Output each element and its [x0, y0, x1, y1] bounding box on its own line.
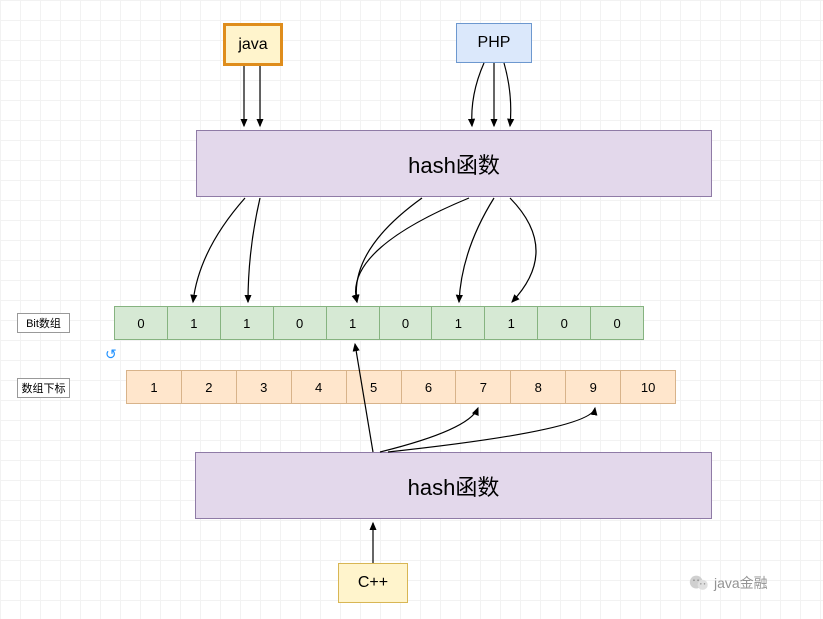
- watermark-label: java金融: [714, 573, 768, 593]
- bit-array-row: 0110101100: [114, 306, 644, 340]
- cell: 0: [590, 307, 643, 339]
- cpp-label: C++: [358, 574, 388, 592]
- index-array-row: 12345678910: [126, 370, 676, 404]
- bit-array-label: Bit数组: [26, 315, 61, 331]
- cpp-node: C++: [338, 563, 408, 603]
- cell: 1: [127, 371, 181, 403]
- cell: 1: [431, 307, 484, 339]
- cell: 0: [379, 307, 432, 339]
- hash-function-top: hash函数: [196, 130, 712, 197]
- cell: 1: [167, 307, 220, 339]
- cell: 1: [326, 307, 379, 339]
- cell: 1: [220, 307, 273, 339]
- cell: 0: [115, 307, 167, 339]
- cell: 2: [181, 371, 236, 403]
- cell: 10: [620, 371, 675, 403]
- hash-bot-label: hash函数: [408, 470, 500, 502]
- wechat-icon: [688, 572, 710, 594]
- hash-top-label: hash函数: [408, 148, 500, 180]
- cell: 7: [455, 371, 510, 403]
- java-node: java: [223, 23, 283, 66]
- php-node: PHP: [456, 23, 532, 63]
- index-array-label: 数组下标: [22, 380, 66, 396]
- cell: 3: [236, 371, 291, 403]
- java-label: java: [238, 36, 267, 54]
- cell: 6: [401, 371, 456, 403]
- rotate-icon: ↻: [105, 346, 117, 363]
- cell: 4: [291, 371, 346, 403]
- watermark: java金融: [688, 572, 768, 594]
- cell: 0: [537, 307, 590, 339]
- bit-array-label-box: Bit数组: [17, 313, 70, 333]
- hash-function-bottom: hash函数: [195, 452, 712, 519]
- php-label: PHP: [478, 34, 511, 52]
- cell: 8: [510, 371, 565, 403]
- index-array-label-box: 数组下标: [17, 378, 70, 398]
- cell: 9: [565, 371, 620, 403]
- cell: 0: [273, 307, 326, 339]
- cell: 5: [346, 371, 401, 403]
- cell: 1: [484, 307, 537, 339]
